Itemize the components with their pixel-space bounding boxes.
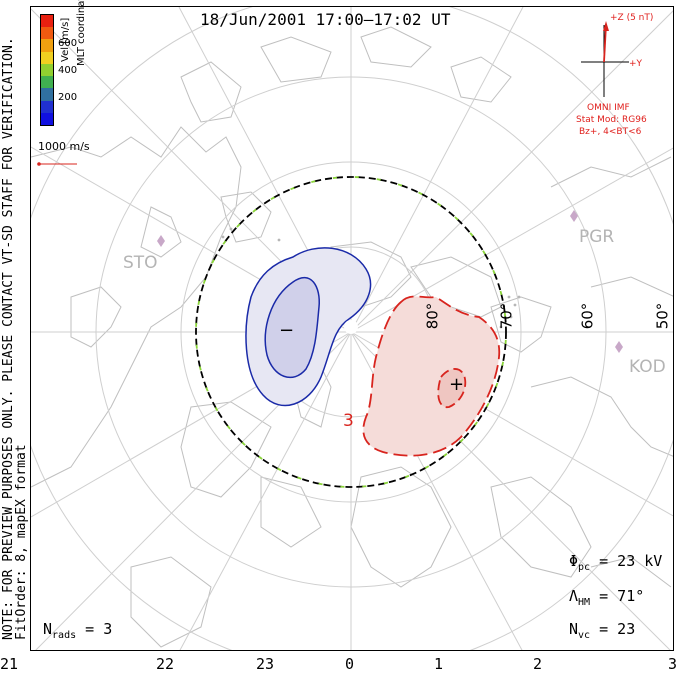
map-frame: +Z (5 nT) +Y OMNI IMF Stat Mod: RG96 Bz+… <box>30 6 674 651</box>
imf-condition: Bz+, 4<BT<6 <box>579 127 642 137</box>
nrads-stat: Nrads = 3 <box>43 620 113 641</box>
color-bar-label: Vel [m/s] <box>60 17 71 62</box>
color-bar-segment <box>41 112 53 126</box>
coordinate-system-label: MLT coordinates <box>76 0 87 66</box>
imf-source: OMNI IMF <box>587 103 630 113</box>
station-label-pgr: PGR <box>579 227 615 247</box>
fit-order-note: FitOrder: 8, mapEX format <box>14 444 29 640</box>
color-bar-segment <box>41 15 53 28</box>
dawn-convection-cell <box>362 295 501 457</box>
velocity-color-bar <box>40 14 54 126</box>
potential-min-marker: − <box>279 320 295 341</box>
station-label-kod: KOD <box>629 357 666 377</box>
imf-dial <box>581 21 629 97</box>
mlt-label-23: 23 <box>256 655 275 673</box>
station-markers <box>157 210 623 353</box>
color-bar-segment <box>41 51 53 65</box>
dusk-convection-cell <box>245 247 372 407</box>
map-title: 18/Jun/2001 17:00–17:02 UT <box>200 10 451 29</box>
color-bar-segment <box>41 63 53 77</box>
mlt-label-2: 2 <box>533 655 543 673</box>
color-bar-segment <box>41 76 53 89</box>
color-tick-400: 400 <box>58 65 78 76</box>
station-label-sto: STO <box>123 253 158 273</box>
side-note: NOTE: FOR PREVIEW PURPOSES ONLY. PLEASE … <box>1 37 29 640</box>
potential-max-marker: + <box>449 374 465 395</box>
mlt-label-3: 3 <box>668 655 678 673</box>
contour-label: 3 <box>343 411 354 431</box>
radar-data-points <box>221 227 521 329</box>
stat-model: Stat Mod: RG96 <box>576 115 647 125</box>
mlt-label-0: 0 <box>345 655 355 673</box>
coastlines <box>31 26 673 648</box>
color-tick-600: 600 <box>58 38 78 49</box>
reference-vector <box>37 162 77 166</box>
color-bar-segment <box>41 39 53 53</box>
latitude-label-60: 60° <box>578 302 597 330</box>
color-bar-segment <box>41 27 53 40</box>
mlt-label-22: 22 <box>156 655 175 673</box>
latitude-label-80: 80° <box>423 302 442 330</box>
imf-y-label: +Y <box>629 59 643 69</box>
color-bar-segment <box>41 100 53 114</box>
color-bar-segment <box>41 88 53 102</box>
convection-map <box>31 7 673 650</box>
phi-pc-stat: Φpc = 23 kV <box>569 552 663 573</box>
mlt-label-21: 21 <box>0 655 19 673</box>
reference-vector-label: 1000 m/s <box>38 140 90 153</box>
hm-boundary <box>195 176 507 488</box>
mlt-label-1: 1 <box>434 655 444 673</box>
imf-z-label: +Z (5 nT) <box>610 13 654 23</box>
nvc-stat: Nvc = 23 <box>569 620 636 641</box>
color-tick-200: 200 <box>58 92 78 103</box>
latitude-label-70: 70° <box>497 302 516 330</box>
latitude-label-50: 50° <box>653 302 672 330</box>
pole-marker <box>344 320 358 334</box>
lambda-hm-stat: ΛHM = 71° <box>569 587 645 608</box>
